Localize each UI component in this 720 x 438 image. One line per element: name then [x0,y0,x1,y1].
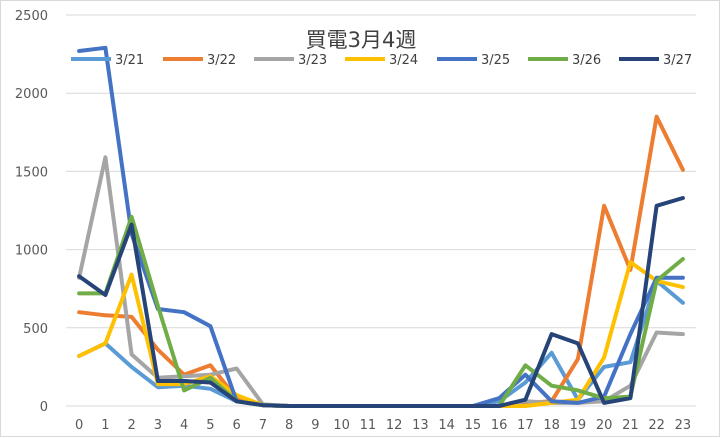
x-tick-label: 13 [412,418,429,433]
x-tick-label: 8 [285,418,293,433]
x-tick-label: 7 [259,418,267,433]
legend-label: 3/21 [115,53,144,68]
y-tick-label: 2500 [15,9,48,24]
x-tick-label: 21 [622,418,639,433]
x-tick-label: 19 [570,418,587,433]
legend-label: 3/26 [572,53,601,68]
legend-entry: 3/21 [71,53,144,68]
x-tick-label: 3 [154,418,162,433]
x-tick-label: 12 [386,418,403,433]
legend-label: 3/25 [481,53,510,68]
x-tick-label: 23 [675,418,692,433]
legend-entry: 3/27 [619,53,692,68]
x-tick-label: 14 [438,418,455,433]
x-tick-label: 22 [648,418,665,433]
legend-label: 3/22 [207,53,236,68]
chart-title: 買電3月4週 [306,28,417,52]
y-tick-label: 1500 [15,165,48,180]
legend-label: 3/23 [298,53,327,68]
x-tick-label: 17 [517,418,534,433]
series-lines [77,45,685,408]
legend: 3/21 3/22 3/23 3/24 3/25 3/26 3/27 [71,53,692,68]
legend-label: 3/24 [389,53,418,68]
legend-entry: 3/23 [254,53,327,68]
legend-entry: 3/25 [437,53,510,68]
x-tick-label: 6 [232,418,240,433]
x-tick-label: 5 [206,418,214,433]
legend-entry: 3/24 [345,53,418,68]
x-tick-label: 16 [491,418,508,433]
x-tick-label: 20 [596,418,613,433]
x-tick-label: 11 [360,418,377,433]
x-tick-label: 4 [180,418,188,433]
legend-label: 3/27 [663,53,692,68]
x-tick-label: 10 [333,418,350,433]
gridlines [66,14,696,407]
y-tick-label: 1000 [15,244,48,259]
y-tick-label: 500 [23,322,48,337]
x-tick-label: 15 [465,418,482,433]
x-tick-label: 9 [311,418,319,433]
x-tick-label: 18 [543,418,560,433]
y-tick-label: 2000 [15,87,48,102]
legend-entry: 3/22 [163,53,236,68]
legend-entry: 3/26 [528,53,601,68]
x-tick-label: 2 [127,418,135,433]
x-tick-label: 0 [75,418,83,433]
series-line-2 [77,114,685,408]
x-axis-ticks: 0 1 2 3 4 5 6 7 8 9 10 11 12 13 14 15 16 17 18 19 20 21 22 23 [75,418,691,433]
x-tick-label: 1 [101,418,109,433]
y-tick-label: 0 [40,400,48,415]
y-axis-ticks: 0 500 1000 1500 2000 2500 [15,9,48,415]
series-line-7 [77,196,685,408]
series-line-5 [77,45,685,408]
